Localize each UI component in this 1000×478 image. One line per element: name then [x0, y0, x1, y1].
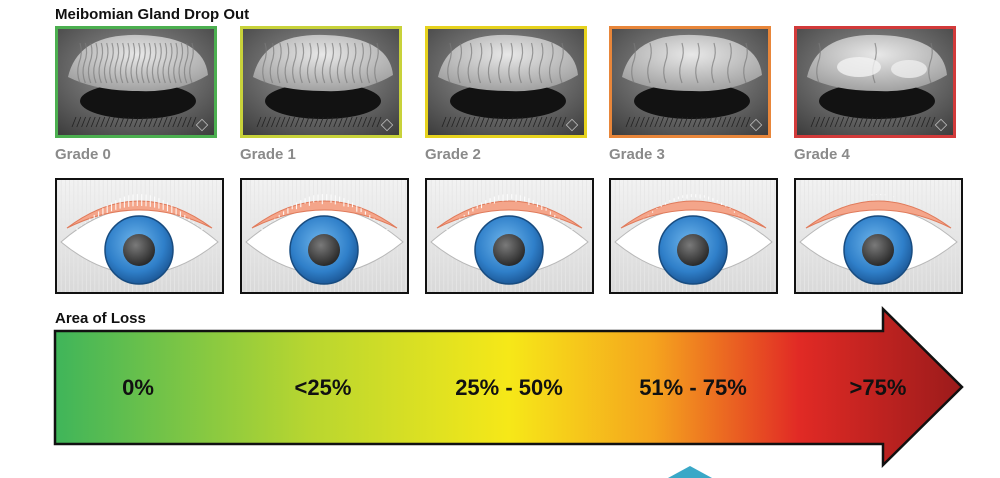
grade-1-photo [240, 26, 402, 138]
teal-triangle-icon [668, 466, 712, 478]
grade-0-eye-illustration [55, 178, 224, 294]
grade-3-label: Grade 3 [609, 146, 665, 163]
figure-title: Meibomian Gland Drop Out [55, 6, 250, 23]
grade-0-photo [55, 26, 217, 138]
loss-level-3: 51% - 75% [639, 375, 747, 400]
grade-2-label: Grade 2 [425, 146, 481, 163]
loss-level-0: 0% [122, 375, 154, 400]
loss-level-2: 25% - 50% [455, 375, 563, 400]
grade-2-photo [425, 26, 587, 138]
grade-4-eye-illustration [794, 178, 963, 294]
area-of-loss-title: Area of Loss [55, 310, 146, 327]
grade-3-photo [609, 26, 771, 138]
loss-level-4: >75% [849, 375, 907, 400]
grade-3-eye-illustration [609, 178, 778, 294]
grade-4-photo [794, 26, 956, 138]
grade-0-label: Grade 0 [55, 146, 111, 163]
grade-1-eye-illustration [240, 178, 409, 294]
grade-4-label: Grade 4 [794, 146, 850, 163]
grade-1-label: Grade 1 [240, 146, 296, 163]
grade-2-eye-illustration [425, 178, 594, 294]
loss-level-1: <25% [294, 375, 352, 400]
